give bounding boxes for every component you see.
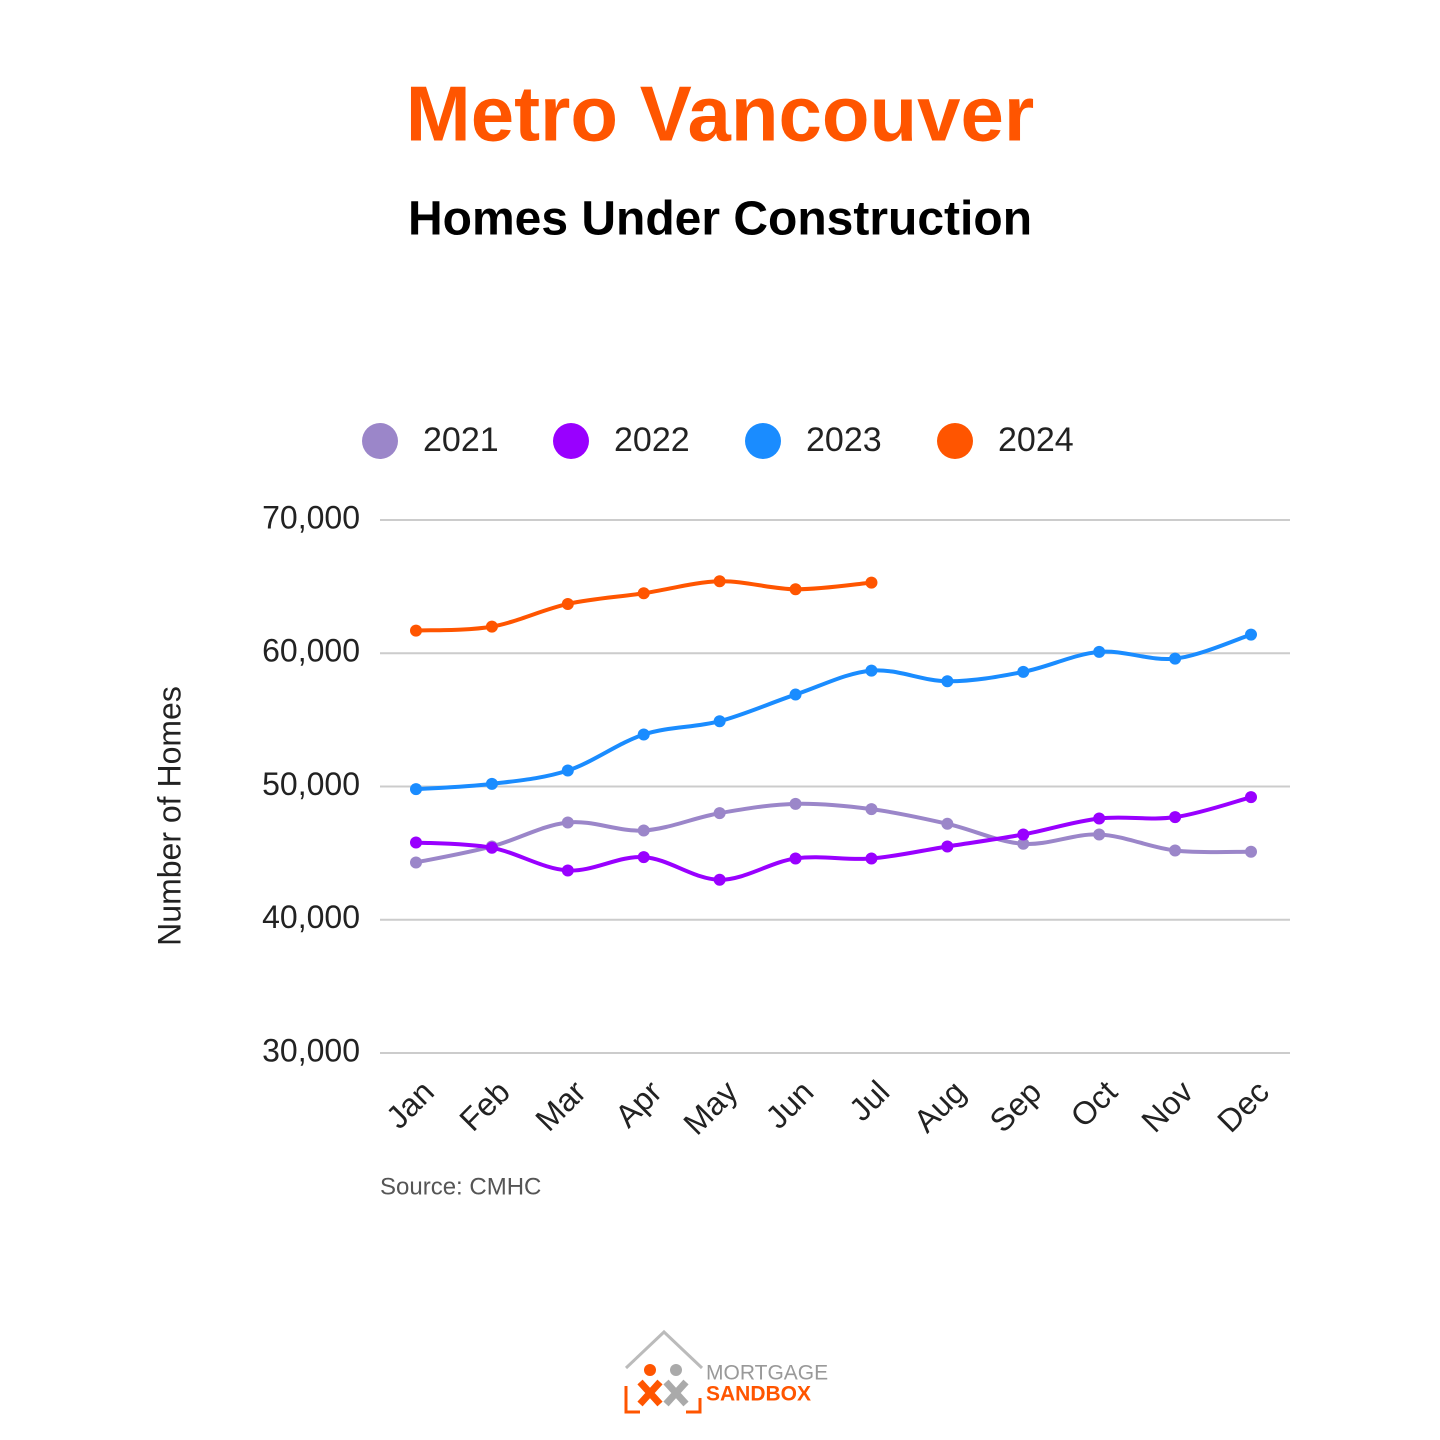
data-point (865, 852, 878, 865)
data-point (410, 856, 422, 869)
legend-swatch (553, 423, 589, 459)
data-point (561, 864, 574, 877)
data-point (789, 583, 802, 596)
logo: MORTGAGE SANDBOX (624, 1329, 828, 1414)
legend-swatch (362, 423, 398, 459)
y-tick-label: 50,000 (262, 766, 360, 802)
data-point (485, 620, 498, 633)
data-point (713, 575, 726, 588)
data-point (637, 587, 650, 600)
legend-swatch (745, 423, 781, 459)
data-point (865, 664, 878, 677)
data-point (1093, 812, 1106, 825)
logo-text: MORTGAGE (706, 1362, 828, 1385)
data-point (1169, 811, 1182, 824)
logo-figure (670, 1364, 682, 1376)
data-point (1017, 665, 1030, 678)
data-point (713, 715, 726, 728)
legend-label: 2022 (614, 421, 690, 459)
data-point (941, 675, 954, 688)
legend-label: 2024 (998, 421, 1074, 459)
data-point (1245, 628, 1257, 641)
data-point (485, 841, 498, 854)
data-point (865, 576, 878, 589)
data-point (1017, 828, 1030, 841)
data-point (561, 597, 574, 610)
logo-roof (624, 1329, 704, 1370)
data-point (485, 777, 498, 790)
logo-figure (644, 1364, 656, 1376)
data-point (1245, 791, 1257, 804)
data-point (941, 840, 954, 853)
data-point (1093, 828, 1106, 841)
data-point (789, 852, 802, 865)
data-point (1093, 645, 1106, 658)
logo-text: SANDBOX (706, 1383, 811, 1406)
logo-figure (663, 1379, 689, 1407)
y-tick-label: 40,000 (262, 899, 360, 935)
legend-swatch (937, 423, 973, 459)
data-point (713, 807, 726, 820)
data-point (637, 824, 650, 837)
data-point (1245, 845, 1257, 858)
data-point (941, 817, 954, 830)
data-point (410, 624, 422, 637)
y-tick-label: 30,000 (262, 1032, 360, 1068)
data-point (637, 728, 650, 741)
data-point (713, 873, 726, 886)
legend-label: 2023 (806, 421, 882, 459)
data-point (789, 797, 802, 810)
series-line (415, 801, 1252, 865)
logo-figure (637, 1379, 663, 1407)
chart-title: Metro Vancouver (406, 70, 1035, 158)
data-point (789, 688, 802, 701)
data-point (1017, 837, 1030, 850)
data-point (410, 783, 422, 796)
chart-subtitle: Homes Under Construction (408, 193, 1032, 246)
data-point (1169, 652, 1182, 665)
logo-frame (624, 1386, 702, 1414)
data-point (561, 816, 574, 829)
data-point (410, 836, 422, 849)
data-point (561, 764, 574, 777)
data-point (637, 851, 650, 864)
legend-label: 2021 (423, 421, 499, 459)
source-note: Source: CMHC (380, 1173, 541, 1200)
y-tick-label: 70,000 (262, 499, 360, 535)
y-axis-label: Number of Homes (151, 686, 187, 946)
y-tick-label: 60,000 (262, 633, 360, 669)
data-point (1169, 844, 1182, 857)
data-point (865, 803, 878, 816)
